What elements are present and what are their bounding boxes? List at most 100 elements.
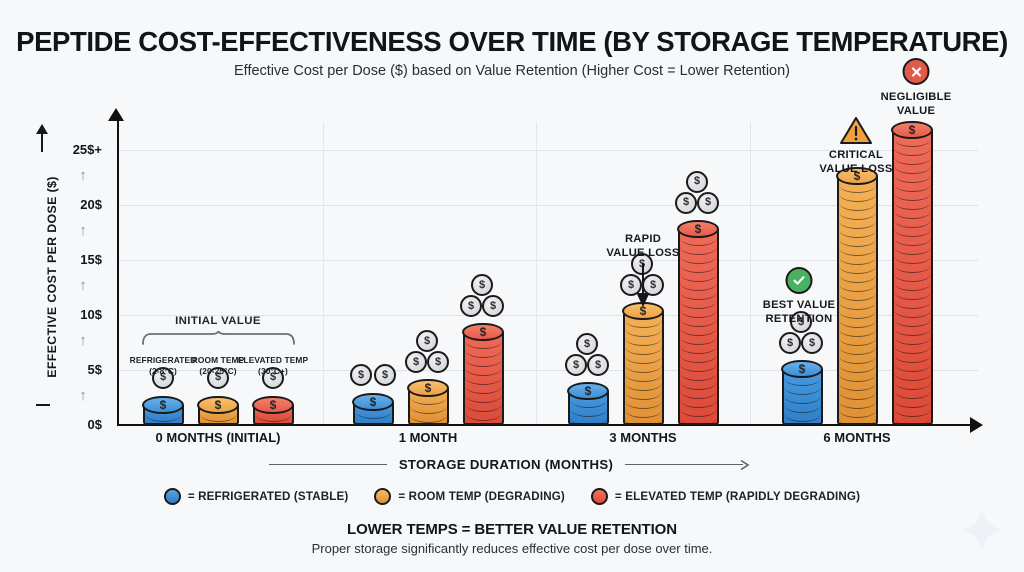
x-axis-category-label: 0 MONTHS (INITIAL) (155, 430, 281, 445)
y-axis-direction-arrow-icon: ↑ (79, 167, 87, 185)
decorative-watermark-icon (962, 510, 1002, 550)
y-axis-tick-label: 0$ (87, 416, 102, 432)
coin-icon: $ (262, 366, 284, 389)
initial-value-bracket (142, 331, 295, 345)
coin-stack-top: $ (781, 360, 823, 379)
page-title: PEPTIDE COST-EFFECTIVENESS OVER TIME (BY… (16, 26, 1008, 57)
coin-stack-ridges (624, 311, 662, 422)
y-axis-tick-label: 20$ (80, 196, 102, 212)
x-axis-line (117, 424, 974, 427)
gridline (118, 314, 978, 316)
coin-icon: $ (427, 351, 449, 374)
coin-stack-ridges (679, 229, 717, 423)
legend-color-swatch (163, 488, 181, 505)
initial-value-sublabel: ROOM TEMP (20-25°C) (192, 355, 245, 377)
coin-icon: $ (675, 191, 697, 214)
down-arrow-icon (636, 263, 650, 307)
coin-stack-top: $ (197, 395, 239, 414)
bar-refrigerated-6-months[interactable]: $ (781, 360, 823, 425)
duration-caption-text: STORAGE DURATION (MONTHS) (398, 457, 614, 472)
coin-icon: $ (405, 351, 427, 374)
annotation-rapid-value-loss: RAPID VALUE LOSS (606, 233, 680, 260)
coin-icon: $ (686, 170, 708, 193)
bar-elevated-3-months[interactable]: $ (677, 219, 719, 425)
x-axis-category-label: 3 MONTHS (609, 430, 677, 445)
y-axis-tick-label: 10$ (80, 306, 102, 322)
y-axis-direction-arrow-icon: ↑ (79, 387, 87, 405)
y-axis-direction-arrow-icon: ↑ (79, 332, 87, 350)
group-separator (750, 122, 751, 424)
legend-label: = REFRIGERATED (STABLE) (187, 490, 349, 503)
sublabel-range: (20-25°C) (199, 366, 237, 377)
y-axis-tick-label: 15$ (80, 251, 102, 267)
coin-stack-top: $ (252, 395, 294, 414)
legend-item-elevated-temp[interactable]: = ELEVATED TEMP (RAPIDLY DEGRADING) (590, 488, 860, 505)
bar-refrigerated-1-month[interactable]: $ (352, 393, 394, 425)
coin-stack-top: $ (567, 382, 609, 401)
coin-stack-ridges (838, 176, 876, 422)
coin-stack-top: $ (836, 167, 878, 186)
sublabel-range: (2-8°C) (149, 366, 177, 377)
initial-value-sublabel: REFRIGERATED (2-8°C) (130, 355, 197, 377)
coin-icon: $ (482, 295, 504, 318)
annotation-negligible-value: NEGLIGIBLE VALUE (880, 91, 952, 118)
coin-icon: $ (790, 311, 812, 334)
sublabel-name: REFRIGERATED (129, 355, 197, 365)
sublabel-name: ROOM TEMP (191, 355, 245, 365)
y-axis-line (117, 118, 120, 426)
coin-stack-top: $ (462, 323, 504, 342)
annotation-best-value-retention: BEST VALUE RETENTION (762, 299, 836, 326)
chart-legend: = REFRIGERATED (STABLE) = ROOM TEMP (DEGR… (0, 488, 1024, 505)
page-subtitle: Effective Cost per Dose ($) based on Val… (234, 63, 790, 79)
coin-icon: $ (207, 366, 229, 389)
coin-icon: $ (565, 354, 587, 377)
bar-elevated-0-months-initial-[interactable]: $ (252, 395, 294, 425)
coin-icon: $ (460, 295, 482, 318)
coin-stack-top: $ (891, 121, 933, 140)
storage-duration-caption: STORAGE DURATION (MONTHS) (0, 457, 1024, 472)
bar-room-3-months[interactable]: $ (622, 302, 664, 425)
x-axis-category-label: 1 MONTH (398, 430, 458, 445)
y-axis-title-arrow-shaft (41, 132, 43, 152)
legend-item-refrigerated[interactable]: = REFRIGERATED (STABLE) (163, 488, 349, 505)
coin-icon: $ (350, 364, 372, 387)
coin-icon: $ (416, 330, 438, 353)
duration-line-left (268, 463, 387, 466)
bar-room-0-months-initial-[interactable]: $ (197, 395, 239, 425)
bar-elevated-1-month[interactable]: $ (462, 323, 504, 425)
y-axis-tick-label: 5$ (87, 361, 102, 377)
legend-color-swatch (374, 488, 392, 505)
x-axis-category-label: 6 MONTHS (823, 430, 891, 445)
bar-elevated-6-months[interactable]: $ (891, 121, 933, 425)
coin-stack-top: $ (677, 219, 719, 238)
warning-triangle-icon (840, 117, 872, 144)
gridline (118, 204, 978, 206)
bar-room-1-month[interactable]: $ (407, 379, 449, 425)
bar-room-6-months[interactable]: $ (836, 167, 878, 425)
y-axis-direction-arrow-icon: ↑ (79, 277, 87, 295)
initial-value-bracket-label: INITIAL VALUE (175, 315, 261, 327)
duration-line-right (625, 463, 744, 466)
coin-icon: $ (642, 274, 664, 297)
group-separator (323, 122, 324, 424)
duration-arrow-icon (740, 459, 750, 470)
coin-icon: $ (152, 366, 174, 389)
coin-icon: $ (779, 332, 801, 355)
legend-item-room-temp[interactable]: = ROOM TEMP (DEGRADING) (374, 488, 565, 505)
y-axis-arrow-icon (108, 108, 124, 121)
legend-label: = ROOM TEMP (DEGRADING) (398, 490, 565, 503)
check-circle-icon (785, 267, 813, 294)
y-axis-title-baseline-tick (36, 404, 50, 406)
bar-refrigerated-0-months-initial-[interactable]: $ (142, 395, 184, 425)
gridline (118, 150, 978, 151)
coin-stack-ridges (464, 332, 502, 422)
x-axis-arrow-icon (970, 417, 983, 433)
bar-refrigerated-3-months[interactable]: $ (567, 382, 609, 425)
coin-icon: $ (576, 333, 598, 356)
gridline (118, 369, 978, 371)
coin-icon: $ (620, 274, 642, 297)
group-separator (536, 122, 537, 424)
coin-stack-top: $ (407, 379, 449, 398)
legend-color-swatch (590, 488, 608, 505)
